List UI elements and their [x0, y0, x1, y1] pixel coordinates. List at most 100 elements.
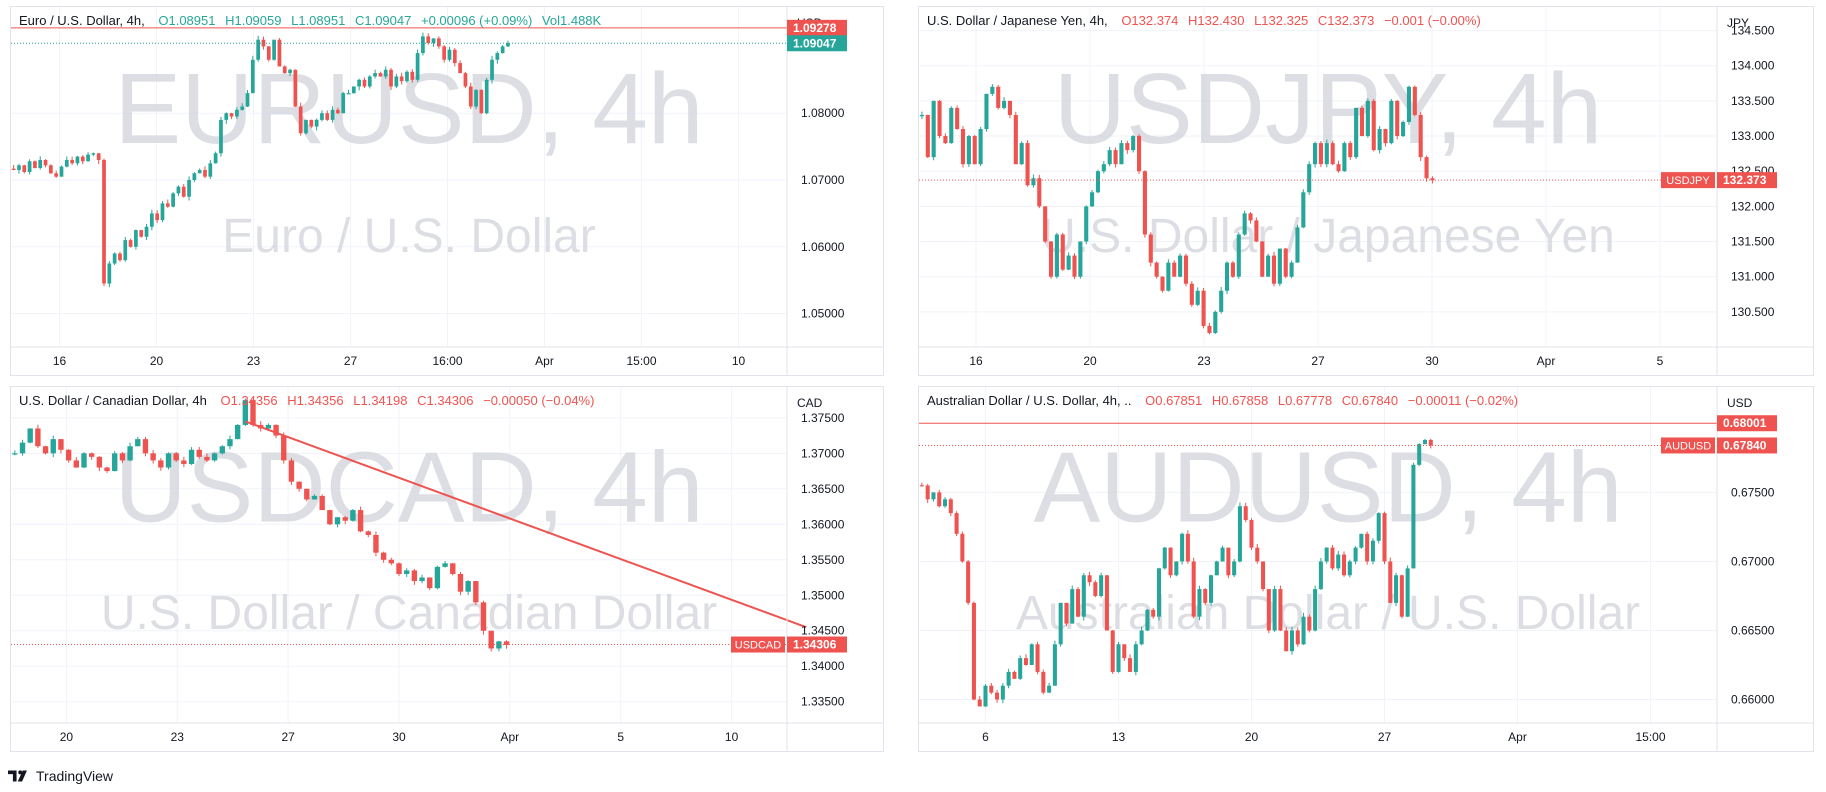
candle-body — [288, 69, 292, 74]
x-tick-label: Apr — [501, 730, 520, 744]
price-label-text: 1.09278 — [793, 21, 837, 35]
candle-body — [1012, 671, 1017, 679]
candle-body — [1191, 561, 1196, 617]
price-label-text: 0.67840 — [1723, 438, 1767, 452]
candle-body — [1093, 582, 1098, 596]
candle-body — [996, 86, 1001, 108]
legend-title: Australian Dollar / U.S. Dollar, 4h, .. — [927, 393, 1132, 408]
candle-body — [139, 230, 144, 237]
chart-canvas-audusd[interactable]: AUDUSD, 4h Australian Dollar / U.S. Dolla… — [919, 387, 1813, 751]
candle-body — [480, 602, 487, 631]
candle-body — [1099, 575, 1104, 596]
candle-body — [11, 168, 16, 170]
candle-body — [1395, 100, 1400, 137]
candle-body — [925, 114, 930, 158]
candle-body — [427, 577, 433, 589]
legend-change: +0.00096 (+0.09%) — [420, 13, 533, 28]
candle-body — [1232, 561, 1237, 576]
candle-body — [1277, 248, 1282, 284]
x-tick-label: 27 — [281, 730, 295, 744]
chart-pane-usdjpy[interactable]: USDJPY, 4h U.S. Dollar / Japanese Yen JPY 1… — [918, 6, 1814, 376]
candle-body — [1261, 561, 1266, 590]
candle-body — [211, 453, 218, 461]
candle-body — [1148, 234, 1153, 263]
candle-body — [91, 153, 96, 155]
candle-body — [403, 570, 410, 574]
candle-body — [304, 119, 308, 134]
candle-body — [399, 76, 404, 82]
candle-body — [972, 136, 977, 165]
y-tick-label: 1.05000 — [801, 307, 845, 321]
candle-body — [1058, 602, 1063, 645]
candle-body — [479, 89, 484, 114]
candle-body — [495, 53, 500, 60]
candle-body — [288, 460, 295, 482]
x-tick-label: 5 — [1657, 354, 1664, 368]
axis-currency: CAD — [797, 396, 823, 410]
price-label-text: 1.34306 — [793, 638, 837, 652]
candle-body — [1125, 143, 1130, 151]
chart-pane-usdcad[interactable]: USDCAD, 4h U.S. Dollar / Canadian Dollar C… — [10, 386, 884, 752]
candle-body — [1248, 213, 1253, 221]
chart-canvas-usdcad[interactable]: USDCAD, 4h U.S. Dollar / Canadian Dollar C… — [11, 387, 883, 751]
candle-body — [437, 38, 441, 47]
candle-body — [948, 499, 953, 514]
candle-body — [955, 107, 960, 130]
candle-body — [197, 169, 202, 174]
candle-body — [931, 492, 936, 500]
candle-body — [1365, 533, 1370, 562]
candle-body — [1154, 262, 1159, 277]
candle-body — [1430, 178, 1435, 181]
legend-title: Euro / U.S. Dollar, 4h, — [19, 13, 145, 28]
candle-body — [1166, 262, 1171, 291]
candle-body — [943, 136, 948, 144]
x-tick-label: 27 — [1378, 730, 1392, 744]
candle-body — [240, 106, 245, 110]
candle-body — [64, 159, 69, 167]
candle-body — [65, 449, 72, 461]
y-tick-label: 1.06000 — [801, 240, 845, 254]
candle-body — [1029, 644, 1034, 666]
candle-body — [59, 166, 64, 177]
symbol-tag-box — [1661, 437, 1715, 454]
candle-body — [937, 492, 942, 507]
candle-body — [1041, 671, 1046, 693]
candle-body — [1278, 589, 1283, 631]
candle-body — [1156, 568, 1162, 617]
candle-body — [1018, 658, 1023, 679]
y-tick-label: 134.500 — [1731, 24, 1775, 38]
legend-close: C1.09047 — [354, 13, 412, 28]
candle-body — [1341, 554, 1347, 576]
candle-body — [250, 59, 255, 94]
candle-body — [919, 485, 924, 487]
candle-body — [58, 439, 64, 450]
candle-body — [1052, 644, 1057, 686]
candle-body — [431, 38, 436, 44]
y-tick-label: 1.33500 — [801, 695, 845, 709]
symbol-tag-text: USDJPY — [1666, 175, 1710, 187]
chart-pane-audusd[interactable]: AUDUSD, 4h Australian Dollar / U.S. Dolla… — [918, 386, 1814, 752]
candle-body — [12, 453, 18, 455]
candle-body — [1301, 616, 1306, 645]
candle-body — [19, 442, 26, 454]
candle-body — [1394, 575, 1399, 603]
candle-body — [1422, 439, 1428, 445]
candle-body — [123, 240, 128, 261]
candle-body — [1101, 164, 1106, 172]
candle-body — [325, 113, 330, 120]
candle-body — [1406, 86, 1412, 122]
candle-body — [1243, 506, 1248, 521]
candle-body — [1260, 241, 1265, 277]
candle-body — [250, 400, 256, 425]
candle-body — [1037, 178, 1042, 207]
candle-body — [33, 161, 37, 168]
candle-body — [971, 602, 976, 700]
candle-body — [1183, 255, 1189, 284]
candle-body — [1207, 325, 1212, 333]
tradingview-branding[interactable]: TradingView — [8, 764, 113, 788]
candle-body — [1064, 602, 1069, 624]
legend-low: L132.325 — [1254, 13, 1309, 28]
chart-canvas-usdjpy[interactable]: USDJPY, 4hU.S. Dollar / Japanese YenJPY1… — [919, 7, 1813, 375]
